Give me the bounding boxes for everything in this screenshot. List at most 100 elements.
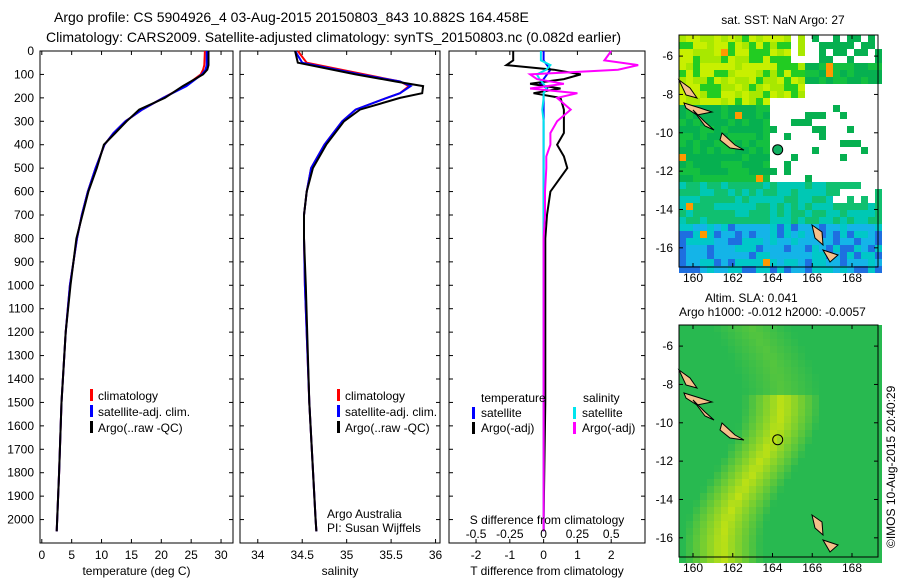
map-cell: [784, 77, 791, 84]
map-cell: [763, 56, 770, 63]
map-cell: [693, 210, 700, 217]
map-cell: [840, 535, 847, 542]
map-cell: [686, 332, 693, 339]
map-cell: [728, 49, 735, 56]
map-cell: [679, 154, 686, 161]
map-cell: [693, 70, 700, 77]
map-cell: [721, 252, 728, 259]
map-cell: [728, 332, 735, 339]
map-cell: [714, 507, 721, 514]
map-cell: [721, 266, 728, 273]
map-cell: [763, 252, 770, 259]
map-cell: [679, 339, 686, 346]
map-cell: [693, 35, 700, 42]
map-cell: [798, 91, 805, 98]
map-cell: [847, 388, 854, 395]
map-cell: [798, 486, 805, 493]
map-cell: [861, 203, 868, 210]
map-cell: [819, 381, 826, 388]
map-cell: [686, 514, 693, 521]
map-cell: [812, 374, 819, 381]
map-cell: [770, 84, 777, 91]
map-cell: [728, 360, 735, 367]
map-cell: [735, 472, 742, 479]
map-cell: [868, 430, 875, 437]
map-cell: [714, 535, 721, 542]
map-cell: [679, 542, 686, 549]
map-cell: [679, 140, 686, 147]
map-cell: [861, 374, 868, 381]
map-cell: [812, 126, 819, 133]
map-cell: [784, 521, 791, 528]
map-cell: [784, 381, 791, 388]
map-cell: [791, 77, 798, 84]
map-cell: [798, 416, 805, 423]
map-cell: [749, 353, 756, 360]
map-cell: [686, 35, 693, 42]
x2-tick-label: -0.5: [466, 527, 487, 541]
map-cell: [763, 402, 770, 409]
map-cell: [707, 154, 714, 161]
map-cell: [791, 423, 798, 430]
map-cell: [777, 507, 784, 514]
map-cell: [791, 332, 798, 339]
map-cell: [714, 77, 721, 84]
map-cell: [700, 105, 707, 112]
map-cell: [714, 168, 721, 175]
map-cell: [693, 346, 700, 353]
map-cell: [784, 486, 791, 493]
map-cell: [693, 437, 700, 444]
map-cell: [868, 451, 875, 458]
map-cell: [868, 217, 875, 224]
map-cell: [714, 409, 721, 416]
map-cell: [735, 133, 742, 140]
map-cell: [700, 339, 707, 346]
map-cell: [693, 458, 700, 465]
map-cell: [742, 126, 749, 133]
map-cell: [749, 112, 756, 119]
map-cell: [714, 49, 721, 56]
map-cell: [826, 360, 833, 367]
map-cell: [833, 77, 840, 84]
map-cell: [749, 500, 756, 507]
map-cell: [819, 465, 826, 472]
map-cell: [721, 49, 728, 56]
map-cell: [700, 388, 707, 395]
map-cell: [798, 77, 805, 84]
y-tick-label: 1500: [7, 395, 34, 409]
map-cell: [770, 238, 777, 245]
map-cell: [756, 409, 763, 416]
map-cell: [812, 556, 819, 563]
map-cell: [812, 147, 819, 154]
map-cell: [840, 409, 847, 416]
map-cell: [798, 451, 805, 458]
map-cell: [714, 231, 721, 238]
map-cell: [742, 196, 749, 203]
map-cell: [868, 346, 875, 353]
map-cell: [847, 182, 854, 189]
map-cell: [861, 549, 868, 556]
map-cell: [812, 528, 819, 535]
map-cell: [833, 486, 840, 493]
map-cell: [686, 409, 693, 416]
lon-tick-label: 166: [802, 271, 822, 285]
map-cell: [826, 521, 833, 528]
map-cell: [770, 210, 777, 217]
map-cell: [777, 217, 784, 224]
lat-tick-label: -14: [656, 202, 674, 216]
map-cell: [742, 332, 749, 339]
map-cell: [861, 409, 868, 416]
map-cell: [728, 374, 735, 381]
map-cell: [791, 196, 798, 203]
map-cell: [735, 360, 742, 367]
map-cell: [812, 486, 819, 493]
map-cell: [847, 42, 854, 49]
map-cell: [763, 360, 770, 367]
map-cell: [854, 556, 861, 563]
map-cell: [784, 353, 791, 360]
map-cell: [868, 224, 875, 231]
map-cell: [805, 465, 812, 472]
map-cell: [686, 126, 693, 133]
map-cell: [735, 98, 742, 105]
x-tick-label: 5: [68, 548, 75, 562]
